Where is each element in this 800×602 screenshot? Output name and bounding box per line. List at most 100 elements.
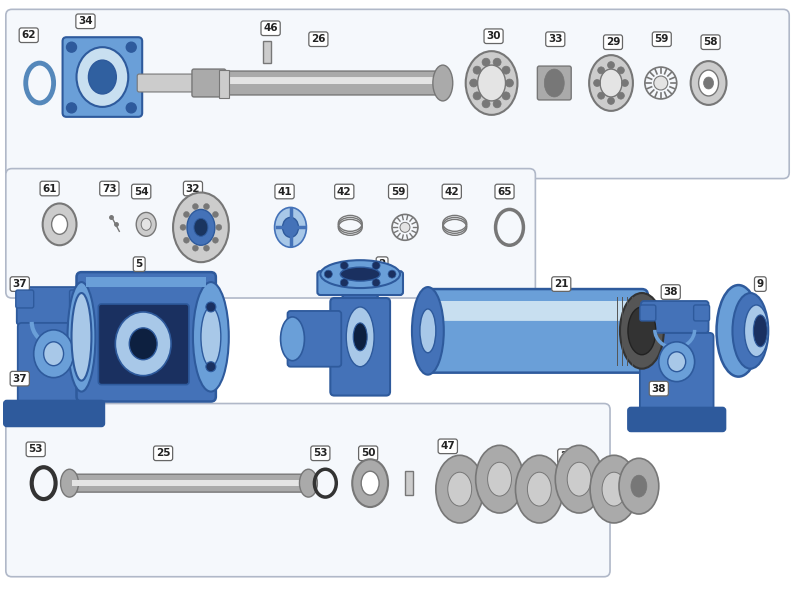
Ellipse shape xyxy=(282,217,298,237)
Text: 34: 34 xyxy=(78,16,93,26)
Ellipse shape xyxy=(201,307,221,367)
FancyBboxPatch shape xyxy=(192,69,226,97)
FancyBboxPatch shape xyxy=(640,333,714,430)
Ellipse shape xyxy=(44,342,63,365)
Ellipse shape xyxy=(607,98,614,104)
Text: 9: 9 xyxy=(757,279,764,289)
Text: 46: 46 xyxy=(263,23,278,33)
Ellipse shape xyxy=(206,362,216,371)
FancyBboxPatch shape xyxy=(138,74,196,92)
Ellipse shape xyxy=(141,219,151,231)
Ellipse shape xyxy=(703,77,714,89)
Ellipse shape xyxy=(193,203,198,209)
Ellipse shape xyxy=(66,103,77,113)
Ellipse shape xyxy=(602,472,626,506)
Ellipse shape xyxy=(216,225,222,231)
Ellipse shape xyxy=(436,455,484,523)
Ellipse shape xyxy=(71,293,91,380)
Ellipse shape xyxy=(213,237,218,243)
Text: 37: 37 xyxy=(13,374,27,383)
FancyBboxPatch shape xyxy=(4,400,104,426)
FancyBboxPatch shape xyxy=(18,323,90,426)
Ellipse shape xyxy=(590,455,638,523)
Text: 22: 22 xyxy=(560,452,574,461)
Text: 42: 42 xyxy=(337,187,351,196)
Ellipse shape xyxy=(502,66,510,74)
Ellipse shape xyxy=(180,225,186,231)
Bar xyxy=(86,277,206,287)
Ellipse shape xyxy=(126,42,136,52)
FancyBboxPatch shape xyxy=(422,289,648,373)
Ellipse shape xyxy=(598,92,605,99)
Ellipse shape xyxy=(346,307,374,367)
Text: 38: 38 xyxy=(651,383,666,394)
Ellipse shape xyxy=(618,67,624,74)
Ellipse shape xyxy=(754,315,767,347)
Ellipse shape xyxy=(372,279,380,287)
Text: 53: 53 xyxy=(313,448,328,458)
Text: 29: 29 xyxy=(606,37,620,47)
Ellipse shape xyxy=(183,211,190,217)
Ellipse shape xyxy=(622,79,629,87)
FancyBboxPatch shape xyxy=(17,287,90,325)
Ellipse shape xyxy=(213,211,218,217)
Ellipse shape xyxy=(448,472,472,506)
Ellipse shape xyxy=(544,69,564,97)
Ellipse shape xyxy=(478,65,506,101)
Ellipse shape xyxy=(620,293,664,368)
Ellipse shape xyxy=(466,51,518,115)
Text: 53: 53 xyxy=(29,444,43,455)
Text: 65: 65 xyxy=(498,187,512,196)
Ellipse shape xyxy=(193,282,229,391)
Text: 37: 37 xyxy=(13,279,27,289)
Text: 61: 61 xyxy=(42,184,57,193)
Text: 47: 47 xyxy=(441,441,455,452)
Ellipse shape xyxy=(203,203,210,209)
Text: 21: 21 xyxy=(554,279,569,289)
Ellipse shape xyxy=(334,282,386,391)
Text: 26: 26 xyxy=(311,34,326,44)
FancyBboxPatch shape xyxy=(16,290,34,308)
FancyBboxPatch shape xyxy=(62,37,142,117)
Text: 58: 58 xyxy=(703,37,718,47)
Ellipse shape xyxy=(42,203,77,245)
FancyBboxPatch shape xyxy=(287,311,342,367)
Ellipse shape xyxy=(555,445,603,513)
Ellipse shape xyxy=(324,270,332,278)
FancyBboxPatch shape xyxy=(318,271,403,295)
Ellipse shape xyxy=(299,469,318,497)
Ellipse shape xyxy=(690,61,726,105)
Ellipse shape xyxy=(281,317,305,361)
Ellipse shape xyxy=(66,42,77,52)
Ellipse shape xyxy=(482,100,490,108)
Ellipse shape xyxy=(340,261,348,270)
Ellipse shape xyxy=(654,76,668,90)
Ellipse shape xyxy=(628,307,656,355)
Ellipse shape xyxy=(476,445,523,513)
Ellipse shape xyxy=(594,79,601,87)
Ellipse shape xyxy=(733,293,768,368)
Ellipse shape xyxy=(470,79,478,87)
Ellipse shape xyxy=(598,67,605,74)
FancyBboxPatch shape xyxy=(225,77,442,84)
Ellipse shape xyxy=(493,100,501,108)
Ellipse shape xyxy=(203,245,210,251)
Ellipse shape xyxy=(506,79,514,87)
Text: 32: 32 xyxy=(186,184,200,193)
Ellipse shape xyxy=(340,279,348,287)
Ellipse shape xyxy=(400,222,410,232)
Ellipse shape xyxy=(136,213,156,237)
Ellipse shape xyxy=(89,60,116,94)
Ellipse shape xyxy=(126,103,136,113)
Ellipse shape xyxy=(194,219,208,237)
Ellipse shape xyxy=(589,55,633,111)
Ellipse shape xyxy=(482,58,490,66)
Ellipse shape xyxy=(183,237,190,243)
Ellipse shape xyxy=(717,285,760,377)
Ellipse shape xyxy=(698,70,718,96)
FancyBboxPatch shape xyxy=(221,71,446,95)
Ellipse shape xyxy=(130,328,157,360)
Ellipse shape xyxy=(115,312,171,376)
FancyBboxPatch shape xyxy=(538,66,571,100)
Ellipse shape xyxy=(352,459,388,507)
